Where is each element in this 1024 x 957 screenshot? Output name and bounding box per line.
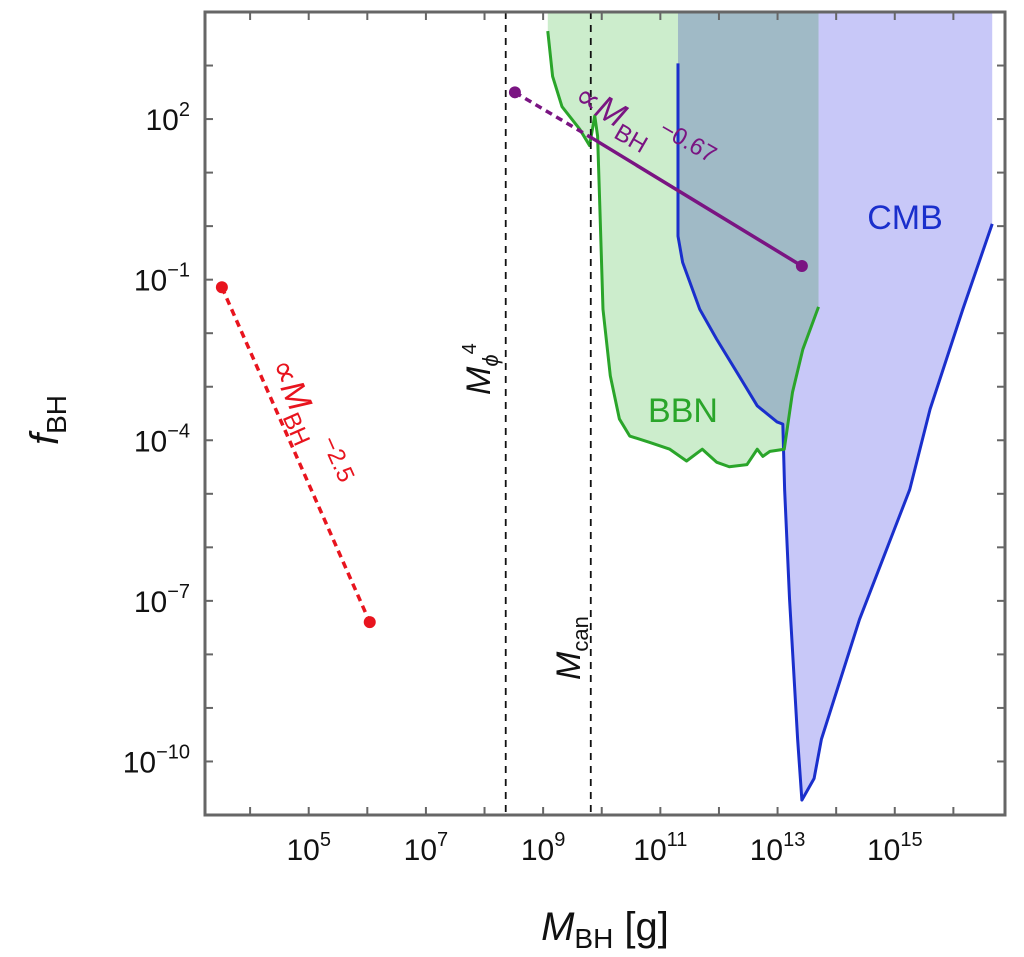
region-label-cmb: CMB [867,199,943,237]
region-fill-bbn [547,12,819,467]
y-tick-label: 102 [146,99,191,137]
tick-base: 10 [521,834,554,867]
series-label-red: ∝MBH−2.5 [255,350,359,497]
tick-exponent: −7 [167,581,190,603]
x-axis-label: MBH [g] [541,905,669,954]
tick-exponent: −10 [156,741,190,763]
series-red-marker [215,281,228,294]
x-tick-label: 105 [286,829,331,867]
series-purple-segment-dashed [514,90,594,141]
series-label-prefix: ∝M [263,353,319,417]
x-axis-label-main: M [541,905,575,949]
x-tick-label: 1013 [750,829,806,867]
tick-base: 10 [404,834,437,867]
tick-exponent: 13 [783,829,805,851]
tick-base: 10 [286,834,319,867]
x-tick-label: 1015 [867,829,923,867]
x-axis-label-unit: [g] [613,905,669,949]
vertical-line-label-m-can: Mcan [550,616,593,680]
tick-base: 10 [134,425,167,458]
y-axis-label-sub: BH [41,395,72,434]
tick-base: 10 [134,586,167,619]
tick-base: 10 [146,104,179,137]
x-tick-label: 1011 [633,829,687,867]
tick-exponent: 7 [437,829,448,851]
series-purple-marker [508,86,521,99]
x-tick-label: 107 [404,829,449,867]
tick-exponent: −4 [167,420,190,442]
label-sub: can [568,616,593,651]
plot-lines [215,12,994,815]
series-purple-segment-solid [592,137,803,268]
tick-base: 10 [750,834,783,867]
region-fills [547,12,993,801]
x-axis-label-sub: BH [574,923,613,954]
tick-base: 10 [633,834,666,867]
y-tick-label: 10−4 [134,420,190,458]
label-sup: 4 [459,343,481,354]
tick-base: 10 [867,834,900,867]
region-label-bbn: BBN [648,392,718,430]
series-red-segment-dashed [220,286,372,623]
vertical-line-label-m-phi4: Mϕ4 [459,343,503,395]
plot-frame [203,10,1007,817]
x-tick-label: 109 [521,829,566,867]
tick-base: 10 [134,265,167,298]
tick-exponent: 2 [179,99,190,121]
series-label-sup: −2.5 [316,432,360,486]
series-purple-marker [795,260,808,273]
tick-exponent: 5 [320,829,331,851]
tick-exponent: 11 [667,829,688,851]
region-boundary-cmb [676,63,994,802]
y-axis-label: fBH [23,395,72,445]
tick-base: 10 [123,746,156,779]
tick-exponent: 9 [554,829,565,851]
y-tick-label: 10−10 [123,741,190,779]
y-tick-label: 10−7 [134,581,190,619]
region-boundary-bbn [546,30,820,469]
label-main: M [550,651,588,680]
tick-exponent: −1 [167,260,190,282]
series-label-sub: BH [277,409,315,450]
series-red-marker [363,616,376,629]
tick-exponent: 15 [900,829,922,851]
label-main: M [460,366,498,395]
label-sub: ϕ [478,354,503,366]
y-tick-label: 10−1 [134,260,190,298]
axes: 105 107 109 1011 1013 101510210−110−410−710−1… [23,10,1007,954]
